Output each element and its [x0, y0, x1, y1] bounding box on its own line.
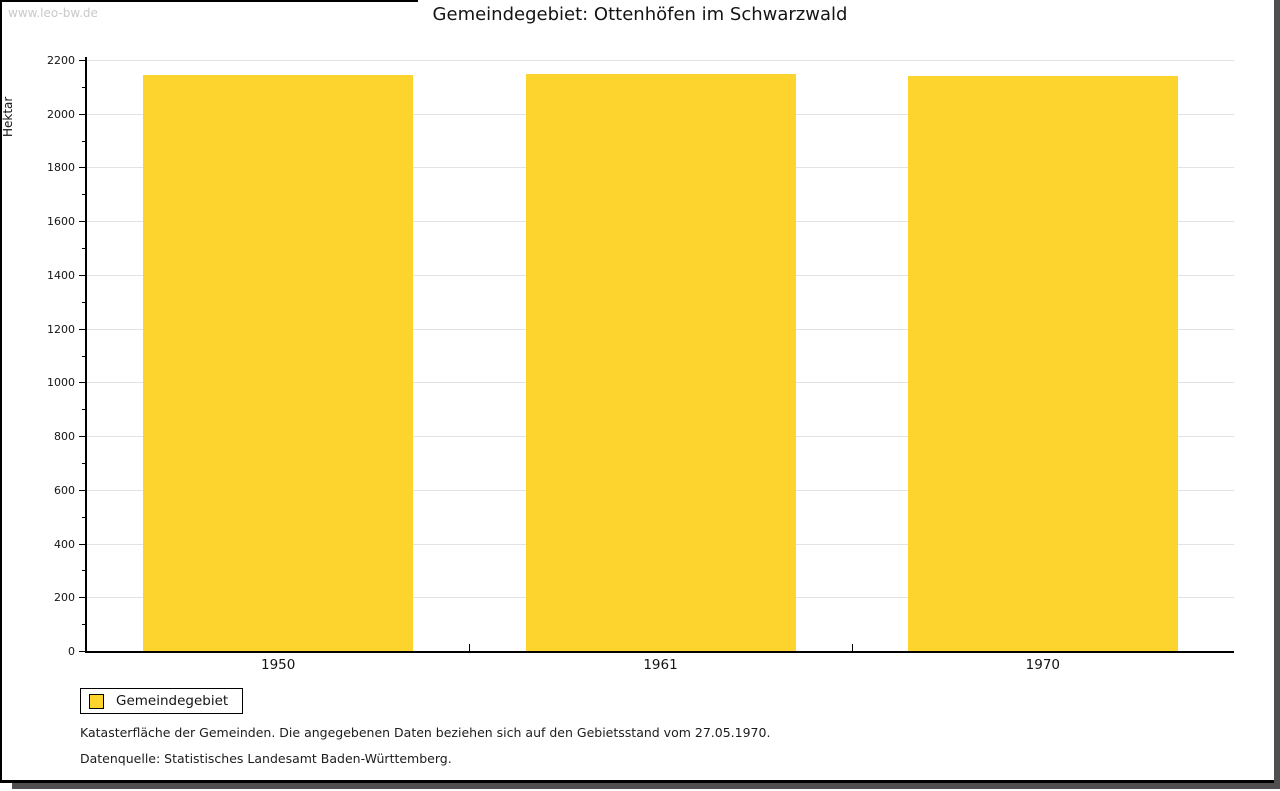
x-tick-label-1961: 1961 [643, 657, 678, 673]
y-tick-minor-2100 [82, 86, 86, 88]
y-tick-label-1800: 1800 [47, 161, 75, 175]
y-tick-minor-700 [82, 462, 86, 464]
x-tick-label-1970: 1970 [1025, 657, 1060, 673]
y-tick-label-1000: 1000 [47, 376, 75, 390]
y-tick-minor-1700 [82, 194, 86, 196]
frame-top-border [0, 0, 418, 2]
bar-1970 [907, 75, 1178, 651]
y-tick-minor-500 [82, 516, 86, 518]
legend-box: Gemeindegebiet [80, 688, 244, 714]
legend-label: Gemeindegebiet [116, 693, 229, 709]
y-tick-minor-900 [82, 409, 86, 411]
y-tick-major-1000 [79, 382, 86, 384]
y-tick-label-200: 200 [54, 591, 75, 605]
plot-area: 0 200 400 600 800 1000 1200 1400 1600 1800 2000 220… [47, 54, 1234, 673]
frame-shadow-bottom [12, 783, 1280, 789]
frame-bottom-border [0, 780, 1274, 783]
y-tick-major-400 [79, 543, 86, 545]
gridline-2200 [87, 60, 1234, 61]
footnote-description: Katasterfläche der Gemeinden. Die angege… [80, 725, 771, 740]
y-tick-major-1400 [79, 274, 86, 276]
y-tick-minor-1100 [82, 355, 86, 357]
y-tick-minor-1500 [82, 248, 86, 250]
y-tick-label-1600: 1600 [47, 215, 75, 229]
x-tick-boundary-2 [851, 644, 853, 653]
site-watermark: www.leo-bw.de [8, 6, 98, 20]
y-tick-minor-300 [82, 570, 86, 572]
y-tick-label-1200: 1200 [47, 322, 75, 336]
y-tick-label-0: 0 [68, 645, 75, 658]
y-tick-major-1200 [79, 328, 86, 330]
footnote-source: Datenquelle: Statistisches Landesamt Bad… [80, 751, 452, 766]
frame-shadow-right [1274, 0, 1280, 789]
x-tick-boundary-1 [469, 644, 471, 653]
y-tick-label-2000: 2000 [47, 107, 75, 121]
y-tick-major-200 [79, 597, 86, 599]
chart-title: Gemeindegebiet: Ottenhöfen im Schwarzwal… [432, 4, 848, 25]
y-tick-major-0 [79, 651, 86, 652]
bar-1961 [525, 74, 796, 651]
y-tick-minor-1900 [82, 140, 86, 142]
y-tick-major-1600 [79, 221, 86, 223]
y-tick-major-800 [79, 436, 86, 438]
y-tick-major-2200 [79, 60, 86, 61]
y-tick-label-2200: 2200 [47, 54, 75, 67]
legend-swatch-gemeindegebiet [89, 693, 104, 709]
bar-1950 [143, 74, 414, 651]
y-tick-label-400: 400 [54, 537, 75, 551]
y-tick-label-600: 600 [54, 483, 75, 497]
y-axis-label: Hektar [1, 96, 15, 137]
frame-left-border [0, 0, 2, 783]
y-tick-major-600 [79, 489, 86, 491]
y-tick-minor-100 [82, 624, 86, 626]
y-tick-major-2000 [79, 113, 86, 115]
y-tick-label-1400: 1400 [47, 268, 75, 282]
y-tick-minor-1300 [82, 301, 86, 303]
y-tick-major-1800 [79, 167, 86, 169]
y-tick-label-800: 800 [54, 430, 75, 444]
x-tick-label-1950: 1950 [260, 657, 296, 673]
